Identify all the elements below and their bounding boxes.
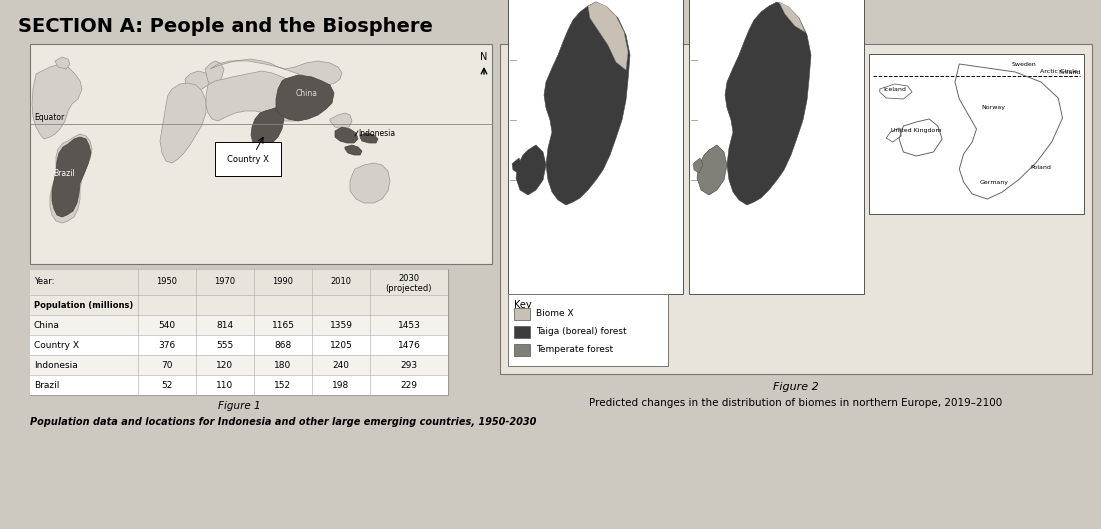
Text: 70: 70	[161, 360, 173, 369]
Text: Temperate forest: Temperate forest	[536, 345, 613, 354]
Polygon shape	[724, 2, 811, 205]
Text: SECTION A: People and the Biosphere: SECTION A: People and the Biosphere	[18, 17, 433, 36]
Text: Indonesia: Indonesia	[358, 129, 395, 138]
Text: 2010: 2010	[330, 278, 351, 287]
Text: 376: 376	[159, 341, 176, 350]
Polygon shape	[251, 107, 284, 147]
Polygon shape	[52, 137, 91, 217]
Text: Taiga (boreal) forest: Taiga (boreal) forest	[536, 327, 626, 336]
Text: Equator: Equator	[34, 113, 64, 122]
Polygon shape	[697, 145, 727, 195]
Text: Country X: Country X	[34, 341, 79, 350]
Bar	[500, 44, 1092, 374]
Polygon shape	[693, 158, 704, 173]
Text: 180: 180	[274, 360, 292, 369]
Text: 1476: 1476	[397, 341, 421, 350]
Text: 2030: 2030	[399, 273, 419, 282]
Text: Country X: Country X	[227, 154, 269, 163]
Text: Population data and locations for Indonesia and other large emerging countries, : Population data and locations for Indone…	[30, 417, 536, 427]
Polygon shape	[206, 71, 320, 121]
Text: 1453: 1453	[397, 321, 421, 330]
Polygon shape	[516, 145, 546, 195]
Polygon shape	[780, 2, 805, 32]
Text: Indonesia: Indonesia	[34, 360, 78, 369]
Text: Biome X: Biome X	[536, 309, 574, 318]
Bar	[30, 375, 448, 395]
Bar	[30, 269, 448, 295]
Text: Sweden: Sweden	[1012, 62, 1036, 67]
Text: Germany: Germany	[979, 180, 1009, 185]
Polygon shape	[276, 75, 334, 121]
Text: China: China	[296, 89, 318, 98]
Text: 1359: 1359	[329, 321, 352, 330]
Text: Predicted changes in the distribution of biomes in northern Europe, 2019–2100: Predicted changes in the distribution of…	[589, 398, 1003, 408]
Text: Brazil: Brazil	[34, 380, 59, 389]
Text: 814: 814	[217, 321, 233, 330]
Polygon shape	[345, 145, 362, 155]
Text: 1970: 1970	[215, 278, 236, 287]
Text: 540: 540	[159, 321, 175, 330]
Text: 1165: 1165	[272, 321, 294, 330]
Text: Poland: Poland	[1031, 165, 1051, 170]
Text: 152: 152	[274, 380, 292, 389]
Text: 229: 229	[401, 380, 417, 389]
Polygon shape	[55, 57, 70, 69]
Text: Key: Key	[514, 300, 532, 310]
Bar	[514, 344, 530, 356]
Bar	[30, 335, 448, 355]
Polygon shape	[335, 127, 358, 143]
Text: Arctic Circle: Arctic Circle	[1040, 69, 1078, 74]
Bar	[508, 294, 668, 366]
Text: Norway: Norway	[982, 105, 1005, 110]
Polygon shape	[588, 2, 628, 70]
Text: Iceland: Iceland	[883, 87, 906, 92]
Text: Finland: Finland	[1058, 70, 1081, 75]
Text: Brazil: Brazil	[53, 169, 75, 178]
Polygon shape	[32, 64, 81, 139]
Bar	[30, 44, 492, 264]
Bar	[514, 326, 530, 338]
Bar	[508, 0, 683, 294]
Polygon shape	[205, 61, 224, 85]
Text: Population (millions): Population (millions)	[34, 300, 133, 309]
Bar	[30, 269, 448, 395]
Polygon shape	[512, 158, 522, 173]
Polygon shape	[185, 71, 210, 91]
Text: United Kingdom: United Kingdom	[891, 128, 941, 133]
Polygon shape	[210, 59, 342, 85]
Bar	[869, 54, 1084, 214]
Text: Figure 2: Figure 2	[773, 382, 819, 392]
Text: 110: 110	[217, 380, 233, 389]
Polygon shape	[544, 2, 630, 205]
Text: 240: 240	[333, 360, 349, 369]
Text: N: N	[480, 52, 488, 62]
Bar	[30, 295, 448, 315]
Polygon shape	[50, 134, 92, 223]
Bar	[514, 308, 530, 320]
Polygon shape	[330, 113, 352, 129]
Text: 868: 868	[274, 341, 292, 350]
Bar	[30, 315, 448, 335]
Text: 1950: 1950	[156, 278, 177, 287]
Polygon shape	[360, 133, 378, 143]
Polygon shape	[350, 163, 390, 203]
Text: (projected): (projected)	[385, 284, 433, 293]
Text: Year:: Year:	[34, 278, 54, 287]
Text: 198: 198	[333, 380, 350, 389]
Text: 52: 52	[162, 380, 173, 389]
Polygon shape	[160, 83, 206, 163]
Text: 555: 555	[217, 341, 233, 350]
Bar	[689, 0, 864, 294]
Bar	[30, 355, 448, 375]
Text: 293: 293	[401, 360, 417, 369]
Text: China: China	[34, 321, 59, 330]
Text: Figure 1: Figure 1	[218, 401, 260, 411]
Text: 1205: 1205	[329, 341, 352, 350]
Text: 1990: 1990	[273, 278, 294, 287]
Text: 120: 120	[217, 360, 233, 369]
